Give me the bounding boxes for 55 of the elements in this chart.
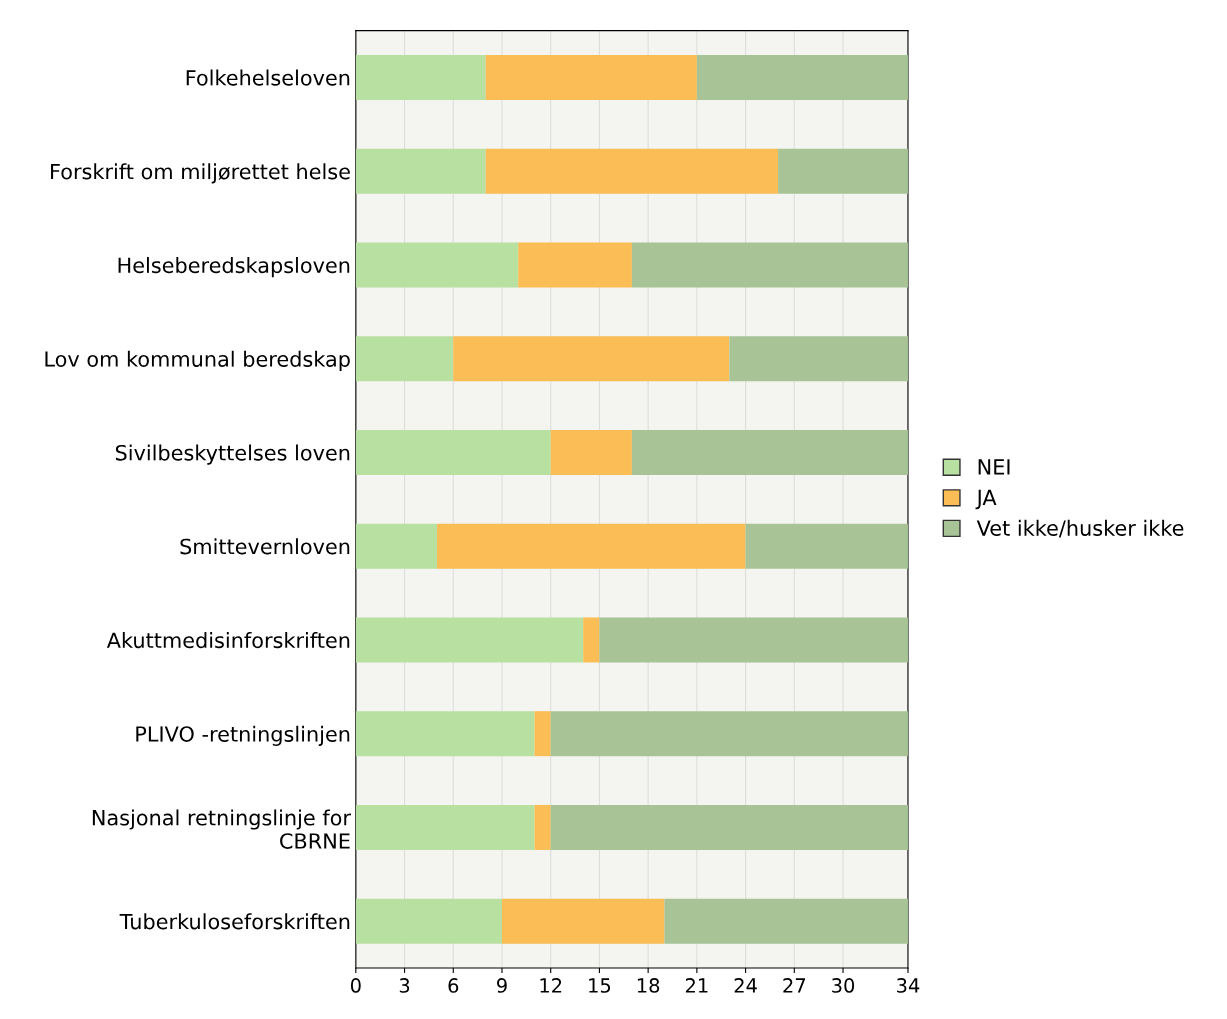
bar (485, 148, 779, 194)
x-tick-label: 9 (497, 978, 507, 993)
legend-label: JA (975, 489, 997, 510)
bar (355, 898, 502, 944)
bar (437, 523, 746, 569)
x-tick-label: 12 (540, 978, 562, 993)
bar (550, 804, 908, 850)
y-tick-label: Akuttmedisinforskriften (106, 632, 350, 649)
bar (355, 711, 535, 757)
bar (355, 804, 535, 850)
y-tick-label: Folkehelseloven (186, 69, 350, 86)
bar (583, 617, 600, 663)
bar (696, 54, 908, 100)
x-tick-label: 15 (589, 978, 611, 993)
bar (485, 54, 697, 100)
y-tick-label: Forskrift om miljørettet helse (51, 163, 350, 184)
y-tick-label: Helseberedskapsloven (118, 257, 350, 278)
x-tick-label: 21 (685, 978, 708, 993)
bar (550, 711, 908, 757)
legend-label: Vet ikke/husker ikke (976, 519, 1184, 538)
bar (501, 898, 665, 944)
y-tick-label: Lov om kommunal beredskap (45, 350, 350, 371)
bar (745, 523, 908, 569)
bar (534, 804, 551, 850)
bar (355, 242, 519, 288)
bar (355, 54, 486, 100)
bar (631, 242, 908, 288)
legend-label: NEI (978, 459, 1010, 475)
bar (355, 617, 584, 663)
x-tick-label: 27 (783, 978, 806, 993)
bar (534, 711, 551, 757)
y-tick-label: Sivilbeskyttelses loven (115, 444, 350, 465)
x-tick-label: 30 (832, 978, 855, 993)
x-tick-label: 6 (448, 978, 459, 993)
y-tick-label: Nasjonal retningslinje for CBRNE (92, 809, 351, 849)
bar (453, 336, 730, 382)
x-tick-label: 0 (350, 978, 361, 993)
bar (599, 617, 908, 663)
bar (550, 429, 632, 475)
x-tick-label: 3 (399, 978, 410, 993)
bar (355, 429, 551, 475)
y-tick-label: Tuberkuloseforskriften (119, 913, 350, 930)
bar (664, 898, 908, 944)
bar (729, 336, 908, 382)
bar (355, 148, 486, 194)
bar (355, 336, 454, 382)
bar (518, 242, 632, 288)
bar (778, 148, 908, 194)
y-tick-label: Smittevernloven (180, 538, 350, 555)
x-tick-label: 34 (897, 978, 920, 993)
x-tick-label: 18 (637, 978, 660, 993)
bar (631, 429, 908, 475)
bar (355, 523, 438, 569)
y-tick-label: PLIVO -retningslinjen (136, 725, 350, 746)
x-tick-label: 24 (734, 978, 757, 993)
